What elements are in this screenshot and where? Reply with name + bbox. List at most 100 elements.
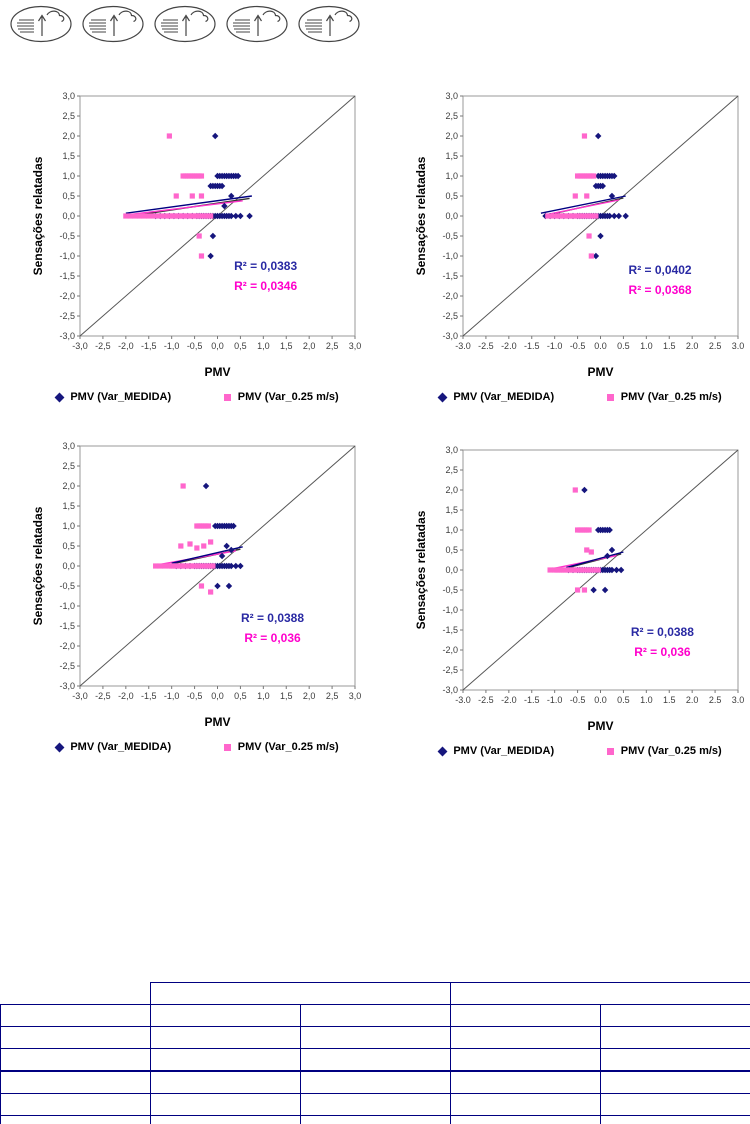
svg-text:-2,5: -2,5 <box>95 691 111 701</box>
svg-text:2,5: 2,5 <box>445 111 458 121</box>
svg-text:1,5: 1,5 <box>445 505 458 515</box>
legend-label: PMV (Var_MEDIDA) <box>70 741 172 753</box>
svg-text:0,5: 0,5 <box>234 691 247 701</box>
legend-item-var-medida: PMV (Var_MEDIDA) <box>437 745 555 757</box>
svg-text:-2,0: -2,0 <box>59 291 75 301</box>
legend-item-var-medida: PMV (Var_MEDIDA) <box>54 741 172 753</box>
svg-text:2,5: 2,5 <box>445 465 458 475</box>
svg-text:1,5: 1,5 <box>62 151 75 161</box>
svg-text:2,5: 2,5 <box>326 691 339 701</box>
svg-text:2,5: 2,5 <box>62 111 75 121</box>
svg-text:3,0: 3,0 <box>62 441 75 451</box>
results-table <box>0 982 750 1124</box>
svg-text:0,5: 0,5 <box>234 341 247 351</box>
table-cell <box>600 1070 750 1094</box>
svg-text:-2.0: -2.0 <box>501 695 517 705</box>
table-header-cell <box>150 982 451 1005</box>
table-cell <box>150 1070 301 1094</box>
table-row <box>0 1070 750 1094</box>
diamond-marker-icon <box>54 392 65 402</box>
table-cell <box>0 1070 151 1094</box>
svg-text:0,0: 0,0 <box>211 691 224 701</box>
table-cell <box>0 1048 151 1072</box>
square-marker-icon <box>606 747 614 755</box>
svg-text:-1,5: -1,5 <box>59 621 75 631</box>
svg-text:-1,0: -1,0 <box>442 605 458 615</box>
svg-text:0.5: 0.5 <box>617 341 630 351</box>
diamond-marker-icon <box>437 392 448 402</box>
svg-text:-3,0: -3,0 <box>59 681 75 691</box>
ventilation-clipart-icon <box>8 4 74 44</box>
legend-label: PMV (Var_MEDIDA) <box>453 391 555 403</box>
svg-text:-1,5: -1,5 <box>141 691 157 701</box>
table-cell <box>150 1048 301 1072</box>
svg-text:-3.0: -3.0 <box>455 341 471 351</box>
legend-item-var-025: PMV (Var_0.25 m/s) <box>223 741 339 753</box>
svg-text:0.5: 0.5 <box>617 695 630 705</box>
table-row <box>0 1115 750 1124</box>
table-cell <box>150 1115 301 1124</box>
table-cell <box>600 1004 750 1027</box>
chart-legend: PMV (Var_MEDIDA) PMV (Var_0.25 m/s) <box>413 391 748 403</box>
scatter-chart-2: -3.0 -2.5 -2.0 -1.5 -1.0 -0.5 0.0 0.5 1.0 1.5 2.0 2… <box>414 91 744 379</box>
table-cell <box>450 1026 601 1049</box>
table-cell <box>300 1048 451 1072</box>
table-cell <box>300 1093 451 1116</box>
svg-text:Sensações relatadas: Sensações relatadas <box>31 506 45 625</box>
svg-text:-2,0: -2,0 <box>442 645 458 655</box>
legend-item-var-medida: PMV (Var_MEDIDA) <box>437 391 555 403</box>
svg-text:-3,0: -3,0 <box>442 331 458 341</box>
svg-text:1,0: 1,0 <box>445 171 458 181</box>
svg-text:0,0: 0,0 <box>211 341 224 351</box>
svg-text:2.0: 2.0 <box>686 341 699 351</box>
chart-legend: PMV (Var_MEDIDA) PMV (Var_0.25 m/s) <box>413 745 748 757</box>
svg-text:0,0: 0,0 <box>445 211 458 221</box>
svg-text:2,5: 2,5 <box>62 461 75 471</box>
svg-text:2,0: 2,0 <box>445 131 458 141</box>
table-cell <box>300 1026 451 1049</box>
svg-text:0.0: 0.0 <box>594 695 607 705</box>
chart-panel-3: -3,0 -2,5 -2,0 -1,5 -1,0 -0,5 0,0 0,5 1,0 1,5 2,0 2… <box>30 438 365 753</box>
svg-text:1,5: 1,5 <box>280 691 293 701</box>
svg-text:1,5: 1,5 <box>62 501 75 511</box>
square-marker-icon <box>223 393 231 401</box>
table-cell <box>600 1026 750 1049</box>
table-cell <box>600 1115 750 1124</box>
svg-text:-0,5: -0,5 <box>187 691 203 701</box>
svg-text:1,5: 1,5 <box>280 341 293 351</box>
svg-text:2,0: 2,0 <box>303 691 316 701</box>
svg-text:3,0: 3,0 <box>445 445 458 455</box>
svg-text:1.0: 1.0 <box>640 695 653 705</box>
svg-text:2.5: 2.5 <box>709 341 722 351</box>
table-cell <box>450 1093 601 1116</box>
table-cell <box>600 1093 750 1116</box>
legend-label: PMV (Var_0.25 m/s) <box>237 391 339 403</box>
svg-text:0.0: 0.0 <box>594 341 607 351</box>
legend-item-var-025: PMV (Var_0.25 m/s) <box>606 745 722 757</box>
table-cell <box>300 1070 451 1094</box>
svg-text:-3,0: -3,0 <box>442 685 458 695</box>
chart-legend: PMV (Var_MEDIDA) PMV (Var_0.25 m/s) <box>30 741 365 753</box>
table-row <box>0 1026 750 1049</box>
svg-text:-2,5: -2,5 <box>95 341 111 351</box>
svg-text:2,0: 2,0 <box>62 131 75 141</box>
svg-text:1,0: 1,0 <box>62 521 75 531</box>
svg-text:-0.5: -0.5 <box>570 341 586 351</box>
table-cell <box>450 1048 601 1072</box>
table-cell <box>300 1115 451 1124</box>
legend-label: PMV (Var_MEDIDA) <box>453 745 555 757</box>
svg-text:3.0: 3.0 <box>732 695 745 705</box>
svg-text:-3,0: -3,0 <box>59 331 75 341</box>
svg-text:-1,0: -1,0 <box>442 251 458 261</box>
svg-text:-1,0: -1,0 <box>59 601 75 611</box>
table-cell <box>150 1004 301 1027</box>
ventilation-clipart-icon <box>296 4 362 44</box>
svg-text:PMV: PMV <box>204 365 230 379</box>
svg-text:0,0: 0,0 <box>62 561 75 571</box>
svg-text:-2.5: -2.5 <box>478 341 494 351</box>
svg-text:Sensações relatadas: Sensações relatadas <box>414 156 428 275</box>
scatter-chart-1: -3,0 -2,5 -2,0 -1,5 -1,0 -0,5 0,0 0,5 1,0 1,5 2,0 2… <box>31 91 361 379</box>
svg-text:-2,0: -2,0 <box>118 691 134 701</box>
svg-text:-2,0: -2,0 <box>59 641 75 651</box>
svg-text:-1,5: -1,5 <box>59 271 75 281</box>
